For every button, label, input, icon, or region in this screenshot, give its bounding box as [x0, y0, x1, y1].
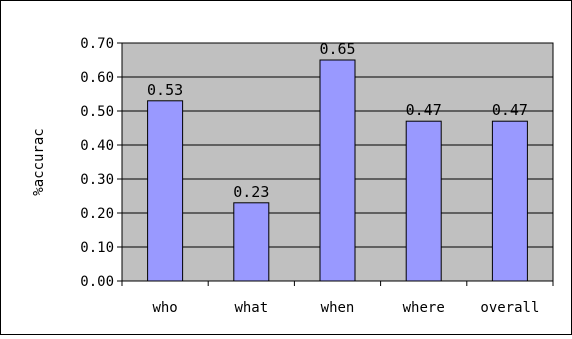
data-label-overall: 0.47	[492, 101, 528, 119]
bar-where	[405, 120, 442, 282]
data-label-what: 0.23	[233, 183, 269, 201]
y-tick-label: 0.00	[80, 274, 114, 290]
bars	[147, 59, 528, 282]
y-axis: 0.00 0.10 0.20 0.30 0.40 0.50 0.60 0.70	[80, 36, 122, 290]
y-tick-label: 0.70	[80, 36, 114, 52]
x-tick-label-where: where	[403, 300, 445, 316]
data-label-where: 0.47	[406, 101, 442, 119]
data-labels: 0.53 0.23 0.65 0.47 0.47	[147, 40, 528, 201]
bar-who	[147, 100, 184, 282]
y-tick-label: 0.60	[80, 70, 114, 86]
data-label-who: 0.53	[147, 81, 183, 99]
x-tick-label-what: what	[234, 300, 268, 316]
bar-what	[233, 202, 270, 282]
x-tick-label-overall: overall	[480, 300, 539, 316]
data-label-when: 0.65	[319, 40, 355, 58]
x-tick-label-when: when	[321, 300, 355, 316]
y-tick-label: 0.30	[80, 172, 114, 188]
y-tick-label: 0.50	[80, 104, 114, 120]
y-tick-label: 0.20	[80, 206, 114, 222]
x-axis: who what when where overall	[121, 281, 554, 316]
bar-chart: 0.53 0.23 0.65 0.47 0.47 0.00 0.10 0.20 0.30 0.4…	[31, 36, 554, 316]
y-axis-label: %accurac	[31, 128, 47, 195]
y-tick-label: 0.40	[80, 138, 114, 154]
y-tick-label: 0.10	[80, 240, 114, 256]
x-tick-label-who: who	[152, 300, 177, 316]
bar-overall	[491, 120, 528, 282]
bar-when	[319, 59, 356, 282]
